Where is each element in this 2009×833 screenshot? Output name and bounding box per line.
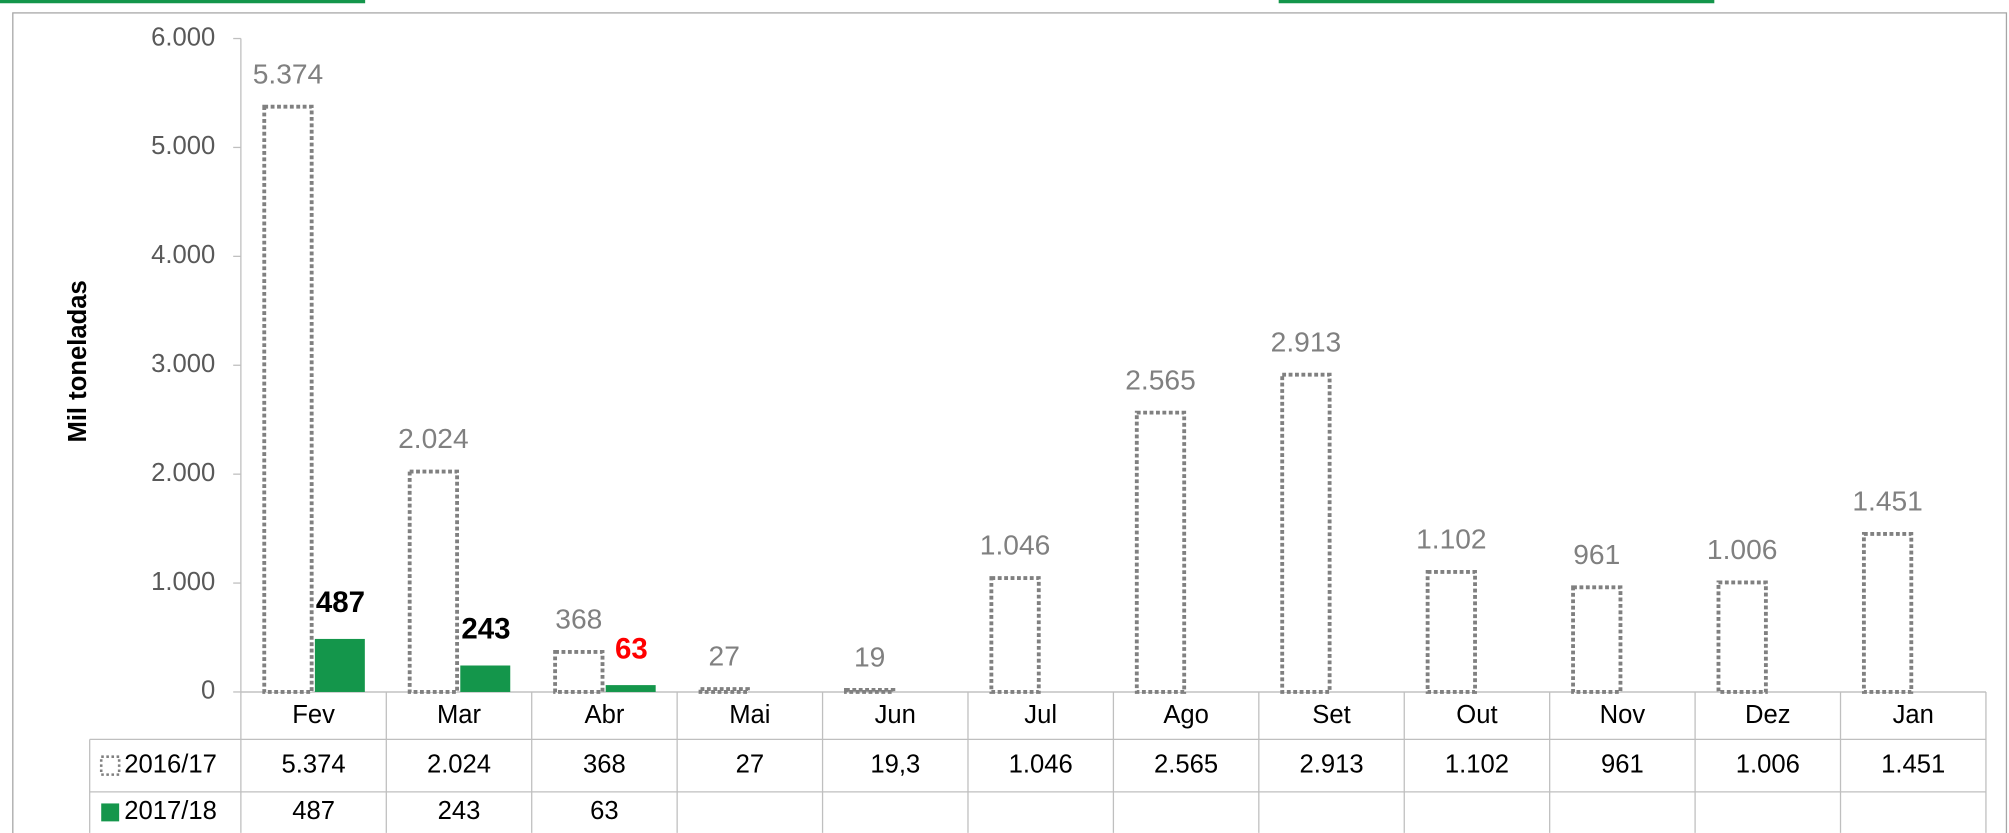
bar <box>1280 372 1332 694</box>
data-label: 5.374 <box>253 57 323 89</box>
table-cell: 27 <box>736 750 765 778</box>
table-cell: 1.046 <box>1009 750 1073 778</box>
x-tick-label: Ago <box>1163 701 1209 729</box>
legend-label: 2017/18 <box>124 797 217 825</box>
table-cell: 1.102 <box>1445 750 1509 778</box>
data-label: 63 <box>615 632 648 665</box>
y-tick-label: 2.000 <box>151 459 215 487</box>
bar <box>553 649 605 694</box>
x-tick-label: Set <box>1312 701 1350 729</box>
data-label: 243 <box>461 613 510 646</box>
data-label: 27 <box>709 640 740 672</box>
table-cell: 243 <box>438 797 481 825</box>
data-label: 487 <box>316 586 365 619</box>
table-cell: 961 <box>1601 750 1644 778</box>
x-tick-label: Mar <box>437 701 482 729</box>
bar <box>1861 532 1914 694</box>
table-cell: 2.913 <box>1299 750 1363 778</box>
bar <box>460 665 511 692</box>
table-cell: 2.024 <box>427 750 491 778</box>
bar <box>1571 585 1623 694</box>
bar <box>314 638 365 692</box>
y-tick-label: 0 <box>201 677 215 705</box>
y-axis-label: Mil toneladas <box>64 280 92 442</box>
x-tick-label: Jan <box>1893 701 1934 729</box>
legend-label: 2016/17 <box>124 750 217 778</box>
table-cell: 2.565 <box>1154 750 1218 778</box>
table-cell: 1.006 <box>1736 750 1800 778</box>
table-cell: 1.451 <box>1881 750 1945 778</box>
bar <box>605 685 656 692</box>
data-label: 1.451 <box>1852 485 1923 517</box>
y-tick-label: 6.000 <box>151 23 215 51</box>
x-tick-label: Fev <box>292 701 335 729</box>
y-tick-label: 1.000 <box>151 568 215 596</box>
table-cell: 368 <box>583 750 626 778</box>
x-tick-label: Jul <box>1024 701 1057 729</box>
y-tick-label: 5.000 <box>151 132 215 160</box>
bar <box>1134 410 1187 694</box>
data-label: 961 <box>1573 538 1620 570</box>
data-label: 1.006 <box>1707 533 1778 565</box>
bar <box>1716 580 1768 694</box>
chart-frame <box>12 12 2008 833</box>
table-cell: 487 <box>292 797 335 825</box>
x-tick-label: Jun <box>875 701 916 729</box>
bar <box>407 469 460 694</box>
data-label: 368 <box>555 603 602 635</box>
bar <box>844 687 896 694</box>
bar <box>698 687 750 694</box>
legend-swatch <box>101 803 120 822</box>
data-label: 2.913 <box>1271 325 1342 357</box>
table-cell: 19,3 <box>870 750 920 778</box>
table-cell: 63 <box>590 797 619 825</box>
y-tick-label: 4.000 <box>151 241 215 269</box>
bar <box>262 104 314 694</box>
x-tick-label: Nov <box>1600 701 1646 729</box>
table-cell: 5.374 <box>282 750 346 778</box>
x-tick-label: Out <box>1456 701 1497 729</box>
data-label: 1.046 <box>980 529 1051 561</box>
y-tick-label: 3.000 <box>151 350 215 378</box>
data-label: 19 <box>854 641 885 673</box>
legend-swatch <box>99 755 121 776</box>
data-label: 2.565 <box>1125 363 1196 395</box>
x-tick-label: Abr <box>585 701 625 729</box>
data-label: 1.102 <box>1416 523 1487 555</box>
x-tick-label: Mai <box>729 701 770 729</box>
bar <box>1425 570 1477 694</box>
x-tick-label: Dez <box>1745 701 1791 729</box>
bar <box>989 576 1041 694</box>
data-label: 2.024 <box>398 422 468 454</box>
